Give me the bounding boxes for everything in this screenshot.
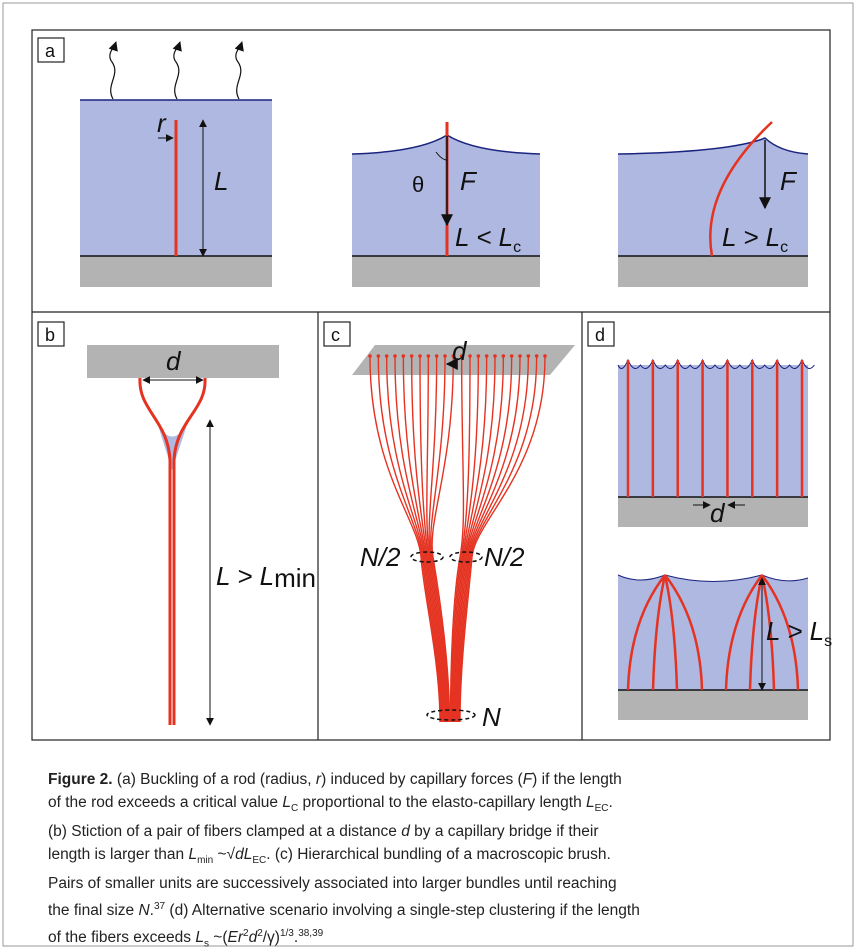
caption-text: 38,39 <box>298 928 323 939</box>
fiber-tip <box>377 354 381 358</box>
fiber-tip <box>427 354 431 358</box>
length-condition: L > Ls <box>766 616 832 650</box>
radius-label: r <box>157 108 167 138</box>
caption-line: the final size N.37 (d) Alternative scen… <box>48 895 828 922</box>
caption-line: Figure 2. (a) Buckling of a rod (radius,… <box>48 768 828 791</box>
bundle-label: N/2 <box>360 542 401 572</box>
length-label: L <box>214 166 228 196</box>
caption-text: L <box>282 794 291 811</box>
fiber-tip <box>443 354 447 358</box>
fiber-tip <box>385 354 389 358</box>
fiber-tip <box>435 354 439 358</box>
caption-text: (d) Alternative scenario involving a sin… <box>165 902 640 919</box>
caption-text: ) if the length <box>532 771 622 788</box>
caption-text: of the rod exceeds a critical value <box>48 794 282 811</box>
caption-text: EC <box>252 855 266 866</box>
caption-line: (b) Stiction of a pair of fibers clamped… <box>48 820 828 843</box>
fiber-tip <box>402 354 406 358</box>
figure-caption: Figure 2. (a) Buckling of a rod (radius,… <box>48 768 828 949</box>
panel-label: b <box>45 325 55 345</box>
panel-label: c <box>331 325 340 345</box>
length-condition: L > Lc <box>722 222 788 256</box>
fiber-tip <box>477 354 481 358</box>
caption-text: min <box>197 855 213 866</box>
force-label: F <box>460 166 478 196</box>
caption-text: . <box>609 794 613 811</box>
caption-text: by a capillary bridge if their <box>410 823 599 840</box>
panel-label: a <box>45 41 56 61</box>
fiber-tip <box>543 354 547 358</box>
caption-text: ~√ <box>213 846 235 863</box>
spacing-label: d <box>710 498 726 528</box>
fiber-tip <box>485 354 489 358</box>
caption-text: F <box>523 771 532 788</box>
caption-text: length is larger than <box>48 846 188 863</box>
spacing-label: d <box>452 336 468 366</box>
fiber-tip <box>493 354 497 358</box>
caption-text: 1/3 <box>280 928 294 939</box>
panel-label: d <box>595 325 605 345</box>
caption-line: length is larger than Lmin ~√dLEC. (c) H… <box>48 843 828 872</box>
angle-label: θ <box>412 172 424 197</box>
fiber-tip <box>527 354 531 358</box>
fiber-tip <box>510 354 514 358</box>
spacing-label: d <box>166 346 182 376</box>
caption-text: L <box>586 794 595 811</box>
bundle-label: N <box>482 702 501 732</box>
caption-text: ~( <box>209 930 228 947</box>
figure-page: a b c d r L θ F F L < Lc L > Lc <box>0 0 856 949</box>
fiber-tip <box>535 354 539 358</box>
caption-text: Pairs of smaller units are successively … <box>48 875 617 892</box>
caption-line: of the rod exceeds a critical value LC p… <box>48 791 828 820</box>
fiber-tip <box>468 354 472 358</box>
caption-text: EC <box>595 803 609 814</box>
caption-text: /γ) <box>263 930 280 947</box>
caption-text: N <box>138 902 149 919</box>
length-condition: L > Lmin <box>216 561 316 593</box>
caption-line: of the fibers exceeds Ls ~(Er2d2/γ)1/3.3… <box>48 922 828 949</box>
bundle-label: N/2 <box>484 542 525 572</box>
caption-text: . (c) Hierarchical bundling of a macrosc… <box>266 846 611 863</box>
force-label: F <box>780 166 798 196</box>
fiber-tip <box>418 354 422 358</box>
fiber-tip <box>393 354 397 358</box>
caption-text: Er <box>228 930 244 947</box>
caption-text: proportional to the elasto-capillary len… <box>298 794 586 811</box>
caption-text: ) induced by capillary forces ( <box>321 771 523 788</box>
fiber-tip <box>410 354 414 358</box>
caption-text: d <box>401 823 410 840</box>
fiber-tip <box>502 354 506 358</box>
caption-text: (b) Stiction of a pair of fibers clamped… <box>48 823 401 840</box>
caption-text: dL <box>235 846 252 863</box>
caption-text: (a) Buckling of a rod (radius, <box>113 771 316 788</box>
fiber-tip <box>518 354 522 358</box>
caption-text: of the fibers exceeds <box>48 930 195 947</box>
caption-text: 37 <box>154 901 165 912</box>
caption-line: Pairs of smaller units are successively … <box>48 872 828 895</box>
caption-text: the final size <box>48 902 138 919</box>
length-condition: L < Lc <box>455 222 521 256</box>
caption-text: Figure 2. <box>48 771 113 788</box>
caption-text: d <box>249 930 258 947</box>
fiber-tip <box>368 354 372 358</box>
caption-text: L <box>188 846 197 863</box>
caption-text: L <box>195 930 204 947</box>
